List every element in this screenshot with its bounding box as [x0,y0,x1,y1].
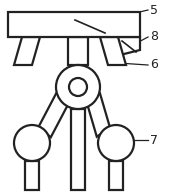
Text: 7: 7 [150,134,158,146]
Bar [109,161,123,190]
Text: 6: 6 [150,58,158,72]
Circle shape [69,78,87,96]
Polygon shape [108,37,140,55]
Bar [8,12,140,37]
Circle shape [14,125,50,161]
Polygon shape [14,37,40,65]
Bar [68,37,88,65]
Text: 8: 8 [150,30,158,43]
Polygon shape [100,37,126,65]
Bar [25,161,39,190]
Polygon shape [38,93,69,137]
Polygon shape [87,94,110,137]
Bar [71,109,85,190]
Circle shape [56,65,100,109]
Text: 5: 5 [150,4,158,17]
Circle shape [98,125,134,161]
